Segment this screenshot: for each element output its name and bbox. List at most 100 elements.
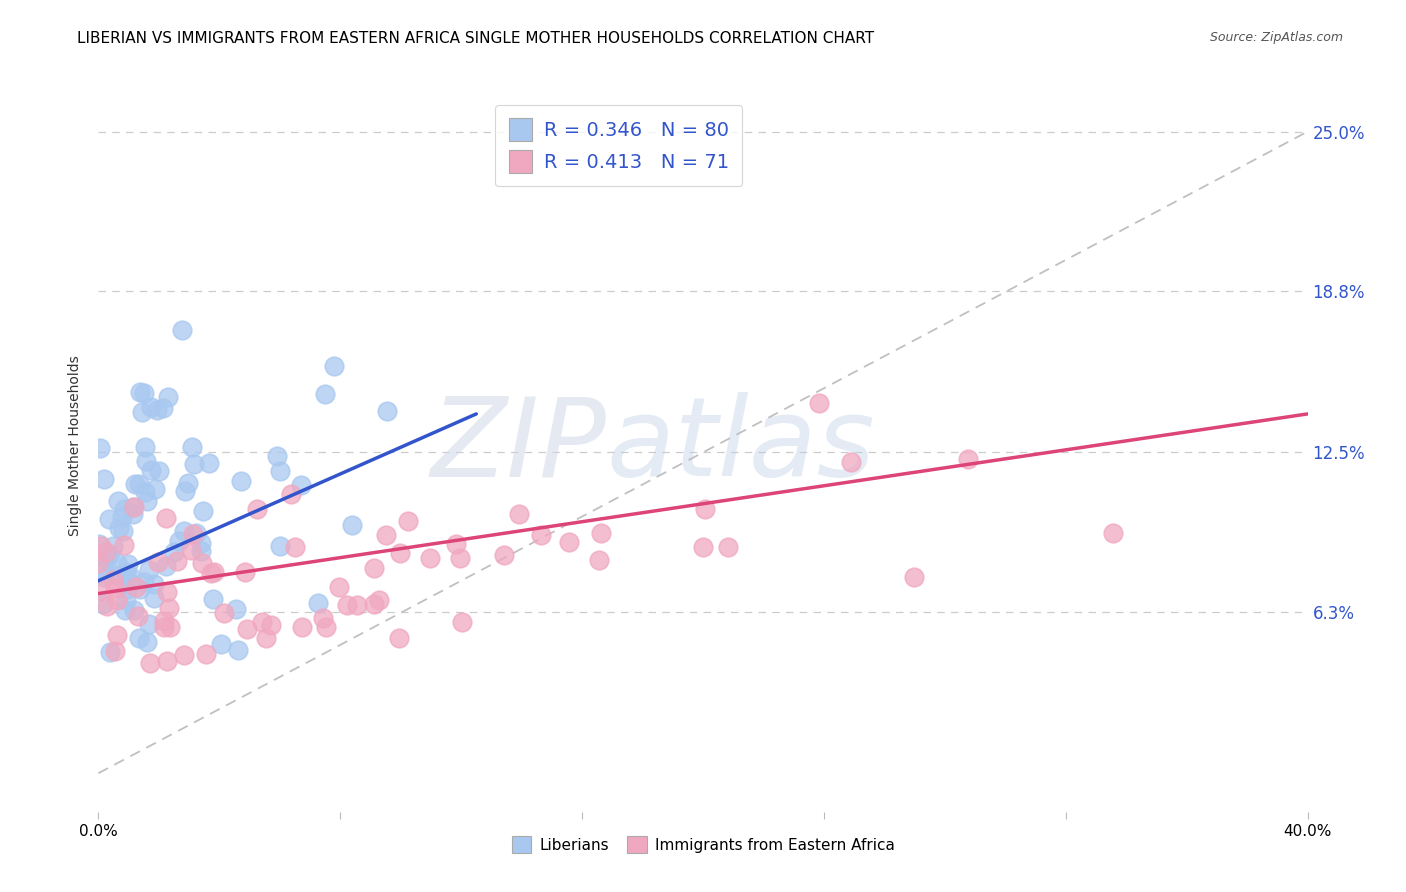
Point	[115, 582, 138, 596]
Point	[449, 551, 471, 566]
Point	[120, 575, 142, 590]
Point	[169, 533, 191, 548]
Point	[212, 606, 235, 620]
Point	[180, 542, 202, 557]
Point	[530, 527, 553, 541]
Text: atlas: atlas	[606, 392, 875, 500]
Point	[173, 524, 195, 538]
Point	[558, 534, 581, 549]
Point	[807, 396, 830, 410]
Point	[180, 440, 202, 454]
Point	[148, 465, 170, 479]
Point	[335, 598, 357, 612]
Point	[98, 512, 121, 526]
Point	[135, 454, 157, 468]
Point	[87, 556, 110, 570]
Point	[107, 592, 129, 607]
Point	[138, 656, 160, 670]
Point	[104, 568, 127, 582]
Point	[155, 584, 177, 599]
Point	[291, 620, 314, 634]
Point	[103, 539, 125, 553]
Point	[98, 645, 121, 659]
Point	[307, 596, 329, 610]
Point	[589, 526, 612, 541]
Point	[492, 548, 515, 562]
Point	[94, 550, 117, 565]
Point	[266, 450, 288, 464]
Point	[96, 599, 118, 614]
Point	[128, 582, 150, 596]
Point	[226, 643, 249, 657]
Point	[117, 557, 139, 571]
Point	[312, 611, 335, 625]
Point	[124, 477, 146, 491]
Point	[446, 536, 468, 550]
Point	[190, 535, 212, 549]
Point	[235, 622, 257, 636]
Point	[111, 509, 134, 524]
Point	[155, 510, 177, 524]
Point	[107, 521, 129, 535]
Point	[957, 452, 980, 467]
Point	[87, 537, 110, 551]
Point	[375, 404, 398, 418]
Point	[146, 555, 169, 569]
Point	[134, 485, 156, 500]
Point	[314, 387, 336, 401]
Point	[508, 508, 530, 522]
Point	[105, 556, 128, 570]
Legend: Liberians, Immigrants from Eastern Africa: Liberians, Immigrants from Eastern Afric…	[506, 830, 900, 859]
Point	[588, 553, 610, 567]
Point	[143, 591, 166, 606]
Point	[114, 603, 136, 617]
Point	[173, 648, 195, 662]
Point	[692, 540, 714, 554]
Point	[280, 487, 302, 501]
Point	[245, 502, 267, 516]
Point	[193, 504, 215, 518]
Point	[211, 637, 233, 651]
Point	[104, 644, 127, 658]
Point	[155, 559, 177, 574]
Point	[190, 544, 212, 558]
Point	[131, 405, 153, 419]
Point	[184, 525, 207, 540]
Point	[170, 323, 193, 337]
Point	[229, 475, 252, 489]
Point	[138, 563, 160, 577]
Point	[346, 598, 368, 612]
Point	[419, 551, 441, 566]
Y-axis label: Single Mother Households: Single Mother Households	[69, 356, 83, 536]
Point	[198, 457, 221, 471]
Point	[122, 507, 145, 521]
Point	[153, 620, 176, 634]
Point	[202, 566, 225, 580]
Point	[132, 575, 155, 590]
Point	[693, 501, 716, 516]
Point	[152, 401, 174, 415]
Point	[90, 539, 112, 553]
Point	[153, 614, 176, 628]
Text: Source: ZipAtlas.com: Source: ZipAtlas.com	[1209, 31, 1343, 45]
Point	[396, 514, 419, 528]
Point	[181, 526, 204, 541]
Point	[315, 620, 337, 634]
Point	[136, 494, 159, 508]
Point	[250, 615, 273, 629]
Point	[129, 384, 152, 399]
Point	[135, 635, 157, 649]
Point	[89, 441, 111, 455]
Point	[328, 580, 350, 594]
Point	[143, 482, 166, 496]
Point	[388, 546, 411, 560]
Point	[93, 472, 115, 486]
Point	[374, 528, 396, 542]
Point	[120, 570, 142, 584]
Point	[128, 631, 150, 645]
Point	[363, 597, 385, 611]
Point	[1102, 525, 1125, 540]
Point	[156, 390, 179, 404]
Point	[115, 565, 138, 579]
Point	[233, 565, 256, 579]
